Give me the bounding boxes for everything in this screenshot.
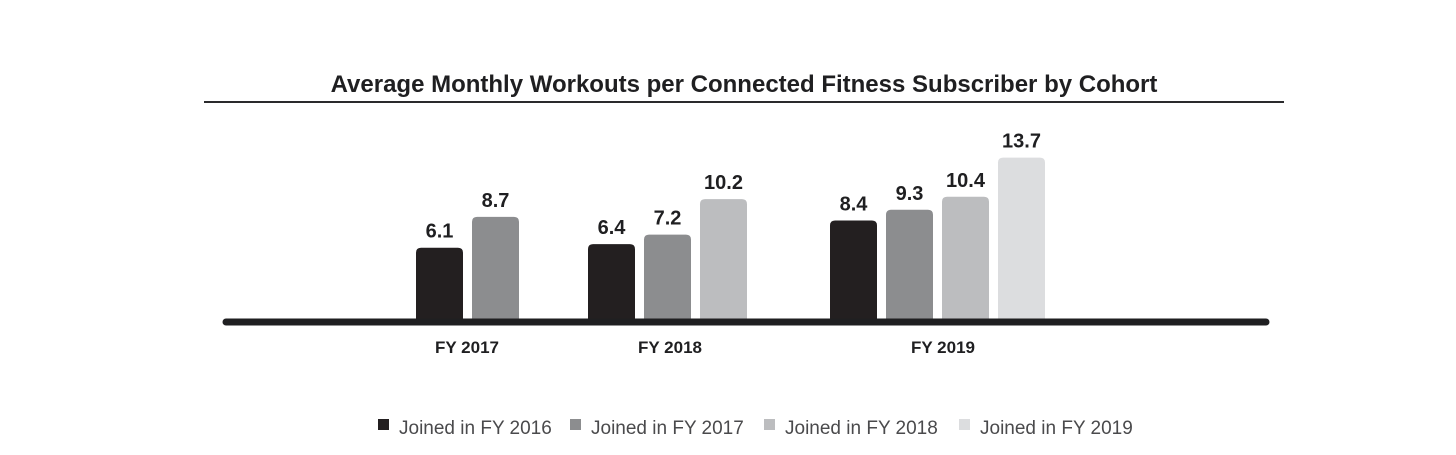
bar-fy-2019-series-1	[830, 220, 877, 320]
chart-title: Average Monthly Workouts per Connected F…	[331, 71, 1158, 98]
bar-fy-2019-series-4	[998, 157, 1045, 320]
legend-label: Joined in FY 2016	[399, 418, 552, 439]
legend-label: Joined in FY 2018	[785, 418, 938, 439]
bar-fy-2019-series-2	[886, 209, 933, 320]
data-label-fy-2018-series-1: 6.4	[598, 217, 627, 239]
bar-fy-2017-series-1	[416, 247, 463, 320]
data-label-fy-2019-series-1: 8.4	[840, 193, 869, 215]
legend-label: Joined in FY 2019	[980, 418, 1133, 439]
data-label-fy-2017-series-2: 8.7	[482, 190, 510, 212]
bar-fy-2017-series-2	[472, 216, 519, 320]
data-label-fy-2018-series-2: 7.2	[654, 208, 682, 230]
bar-fy-2019-series-3	[942, 196, 989, 320]
data-label-fy-2019-series-3: 10.4	[946, 170, 986, 192]
bar-fy-2018-series-2	[644, 234, 691, 320]
data-label-fy-2019-series-4: 13.7	[1002, 131, 1041, 153]
legend-swatch	[570, 419, 581, 430]
legend-swatch	[378, 419, 389, 430]
data-label-fy-2018-series-3: 10.2	[704, 172, 743, 194]
legend: Joined in FY 2016 Joined in FY 2017 Joined…	[378, 418, 1133, 439]
x-tick-labels: FY 2017 FY 2018 FY 2019	[435, 338, 975, 357]
data-label-fy-2017-series-1: 6.1	[426, 221, 454, 243]
x-tick-label: FY 2019	[911, 338, 975, 357]
data-label-fy-2019-series-2: 9.3	[896, 183, 924, 205]
legend-swatch	[959, 419, 970, 430]
bar-fy-2018-series-1	[588, 244, 635, 320]
bar-fy-2018-series-3	[700, 199, 747, 320]
x-tick-label: FY 2017	[435, 338, 499, 357]
legend-label: Joined in FY 2017	[591, 418, 744, 439]
legend-swatch	[764, 419, 775, 430]
bars-layer: 6.1 8.7 6.4 7.2 10.2 8.4 9.3 10.4 13.7	[416, 131, 1045, 320]
x-tick-label: FY 2018	[638, 338, 702, 357]
